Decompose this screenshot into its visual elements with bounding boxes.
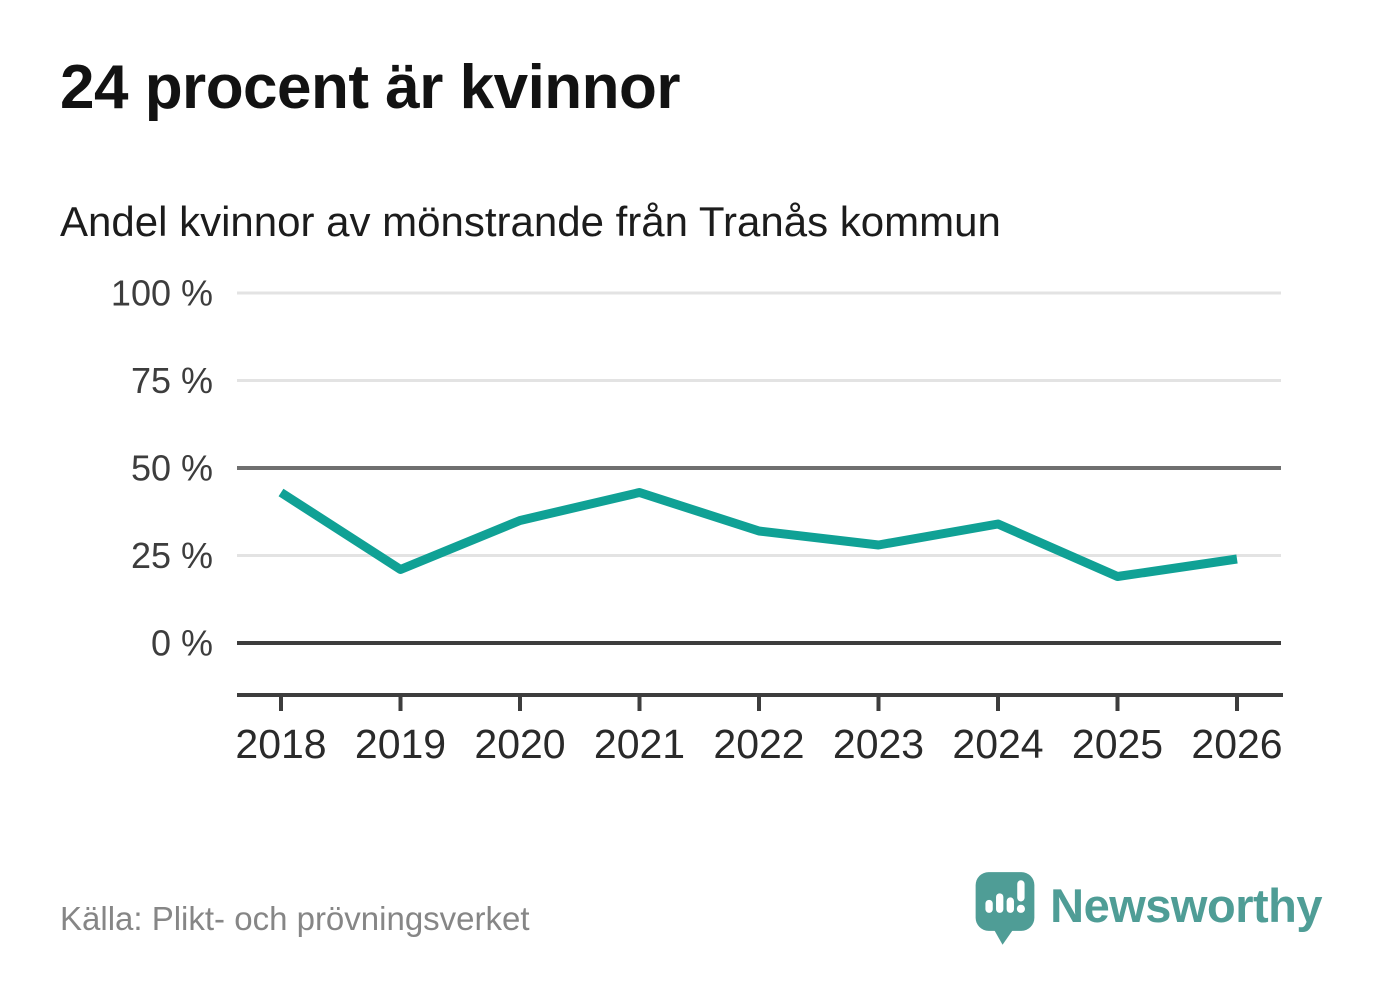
x-tick-label: 2019 (355, 721, 446, 767)
y-tick-label: 25 % (131, 535, 213, 576)
x-tick-label: 2026 (1191, 721, 1282, 767)
x-tick-label: 2020 (474, 721, 565, 767)
newsworthy-logo-icon (975, 872, 1035, 945)
page-title: 24 procent är kvinnor (60, 53, 681, 122)
y-tick-label: 50 % (131, 448, 213, 489)
x-tick-label: 2021 (594, 721, 685, 767)
y-tick-label: 0 % (151, 623, 213, 664)
chart-subtitle: Andel kvinnor av mönstrande från Tranås … (60, 198, 1001, 245)
newsworthy-logo: Newsworthy (974, 870, 1322, 946)
x-tick-label: 2018 (235, 721, 326, 767)
x-tick-label: 2025 (1072, 721, 1163, 767)
newsworthy-logo-text: Newsworthy (1050, 879, 1322, 932)
source-note: Källa: Plikt- och prövningsverket (60, 900, 530, 937)
y-tick-label: 100 % (111, 273, 213, 314)
y-tick-label: 75 % (131, 360, 213, 401)
x-tick-label: 2024 (952, 721, 1043, 767)
x-tick-label: 2022 (713, 721, 804, 767)
data-line (278, 488, 1238, 581)
x-tick-label: 2023 (833, 721, 924, 767)
